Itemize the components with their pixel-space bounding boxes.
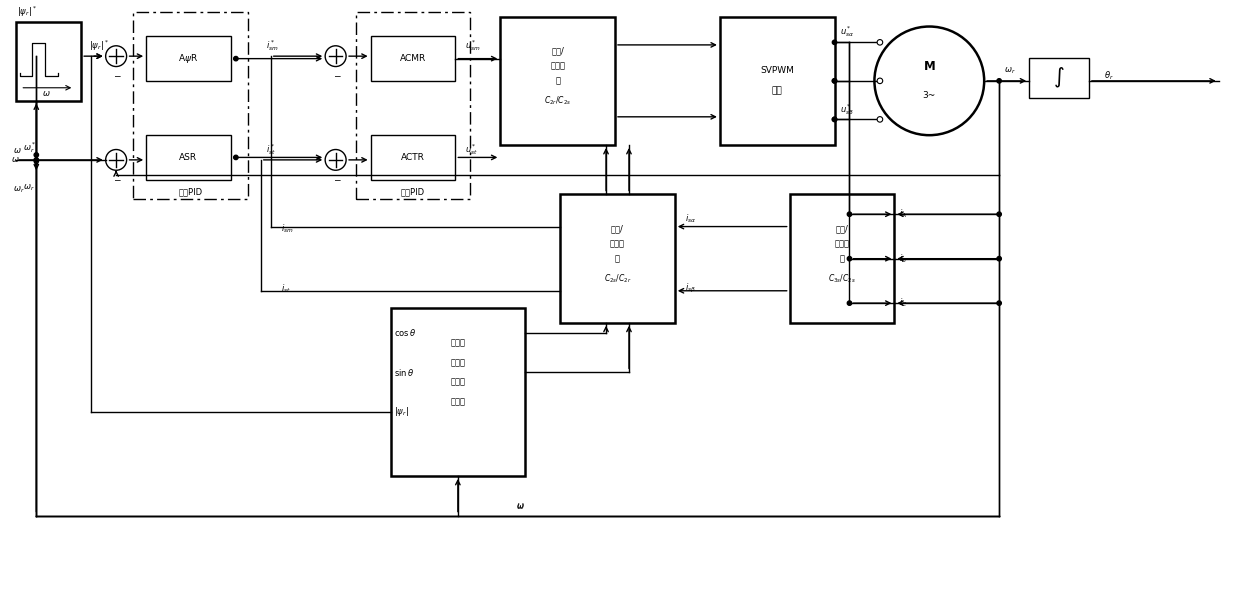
Circle shape xyxy=(832,79,837,83)
Text: 静止变: 静止变 xyxy=(551,61,565,70)
Text: ACMR: ACMR xyxy=(399,54,427,63)
Text: 换: 换 xyxy=(615,254,620,263)
Text: $|\psi_r|$: $|\psi_r|$ xyxy=(393,405,408,418)
Circle shape xyxy=(877,78,883,83)
Bar xyxy=(371,135,455,180)
Bar xyxy=(371,37,455,81)
Text: 子角速: 子角速 xyxy=(450,378,465,387)
Text: $i_{st}^*$: $i_{st}^*$ xyxy=(265,142,275,157)
Text: 旋转/: 旋转/ xyxy=(552,47,564,56)
Text: 旋转变: 旋转变 xyxy=(610,239,625,248)
Bar xyxy=(133,12,248,199)
Bar xyxy=(356,12,470,199)
Text: 二相变: 二相变 xyxy=(835,239,849,248)
Text: M: M xyxy=(924,60,935,73)
Text: $\sin\theta$: $\sin\theta$ xyxy=(393,367,414,378)
Text: $\omega$: $\omega$ xyxy=(42,89,51,98)
Circle shape xyxy=(997,79,1002,83)
Bar xyxy=(500,17,615,145)
Circle shape xyxy=(847,212,852,216)
Text: $-$: $-$ xyxy=(113,174,122,183)
Text: $u_{s\beta}^*$: $u_{s\beta}^*$ xyxy=(839,103,853,118)
Text: 3~: 3~ xyxy=(923,91,936,100)
Text: $-$: $-$ xyxy=(113,70,122,79)
Text: ASR: ASR xyxy=(180,153,197,162)
Text: $-$: $-$ xyxy=(332,70,341,79)
Text: $u_{s\alpha}^*$: $u_{s\alpha}^*$ xyxy=(839,24,853,39)
Text: $\cos\theta$: $\cos\theta$ xyxy=(393,327,415,338)
Bar xyxy=(16,22,81,100)
Text: $i_{s\beta}$: $i_{s\beta}$ xyxy=(684,282,696,295)
Text: $-$: $-$ xyxy=(332,174,341,183)
Circle shape xyxy=(832,40,837,44)
Circle shape xyxy=(877,40,883,45)
Text: $\omega$: $\omega$ xyxy=(516,502,525,511)
Circle shape xyxy=(233,155,238,160)
Text: $\omega$: $\omega$ xyxy=(11,155,20,164)
Text: 换: 换 xyxy=(556,76,560,85)
Text: 三相/: 三相/ xyxy=(836,225,848,233)
Text: $|\psi_r|^*$: $|\psi_r|^*$ xyxy=(17,4,37,19)
Text: $C_{2s}/C_{2r}$: $C_{2s}/C_{2r}$ xyxy=(604,272,631,285)
Bar xyxy=(146,135,231,180)
Bar xyxy=(560,194,675,323)
Circle shape xyxy=(105,46,126,67)
Circle shape xyxy=(35,153,38,157)
Circle shape xyxy=(847,301,852,306)
Text: A$\psi$R: A$\psi$R xyxy=(179,52,198,65)
Text: $i_{sm}$: $i_{sm}$ xyxy=(280,223,294,235)
Text: $\theta_r$: $\theta_r$ xyxy=(1104,70,1114,82)
Text: SVPWM: SVPWM xyxy=(760,66,794,76)
Circle shape xyxy=(105,150,126,170)
Text: $i_C$: $i_C$ xyxy=(899,297,908,309)
Circle shape xyxy=(997,256,1002,261)
Circle shape xyxy=(832,117,837,122)
Bar xyxy=(146,37,231,81)
Text: $\int$: $\int$ xyxy=(1053,66,1065,90)
Text: 链及定: 链及定 xyxy=(450,358,465,367)
Bar xyxy=(391,308,526,476)
Text: 度计算: 度计算 xyxy=(450,397,465,407)
Text: $C_{3s}/C_{2s}$: $C_{3s}/C_{2s}$ xyxy=(828,272,856,285)
Text: $i_A$: $i_A$ xyxy=(899,208,908,220)
Text: $i_{sm}^*$: $i_{sm}^*$ xyxy=(265,38,279,53)
Text: 控制: 控制 xyxy=(771,86,782,95)
Text: $\omega_r$: $\omega_r$ xyxy=(1004,66,1016,76)
Circle shape xyxy=(832,79,837,83)
Text: $i_{st}$: $i_{st}$ xyxy=(280,282,290,294)
Bar xyxy=(1029,58,1089,98)
Circle shape xyxy=(997,212,1002,216)
Text: $u_{st}^*$: $u_{st}^*$ xyxy=(465,142,479,157)
Text: 外环PID: 外环PID xyxy=(179,187,202,196)
Bar xyxy=(790,194,894,323)
Text: ACTR: ACTR xyxy=(401,153,425,162)
Text: $\omega$: $\omega$ xyxy=(14,145,22,154)
Circle shape xyxy=(832,117,837,122)
Text: $\omega_r$: $\omega_r$ xyxy=(14,184,25,195)
Text: $i_B$: $i_B$ xyxy=(899,252,908,265)
Circle shape xyxy=(35,158,38,162)
Text: $\omega$: $\omega$ xyxy=(516,501,525,510)
Circle shape xyxy=(847,256,852,261)
Text: $C_{2r}/C_{2s}$: $C_{2r}/C_{2s}$ xyxy=(544,95,572,107)
Circle shape xyxy=(233,57,238,61)
Bar xyxy=(719,17,835,145)
Text: 换: 换 xyxy=(839,254,844,263)
Text: $\omega_r$: $\omega_r$ xyxy=(24,182,35,193)
Text: $u_{sm}^*$: $u_{sm}^*$ xyxy=(465,38,481,53)
Text: $i_{s\alpha}$: $i_{s\alpha}$ xyxy=(684,213,696,225)
Text: $\omega_r^*$: $\omega_r^*$ xyxy=(24,140,37,155)
Circle shape xyxy=(325,46,346,67)
Text: 静止/: 静止/ xyxy=(611,225,624,233)
Text: 转子磁: 转子磁 xyxy=(450,338,465,347)
Circle shape xyxy=(997,301,1002,306)
Circle shape xyxy=(877,116,883,122)
Text: $|\psi_r|^*$: $|\psi_r|^*$ xyxy=(89,39,109,53)
Text: 内环PID: 内环PID xyxy=(401,187,425,196)
Circle shape xyxy=(325,150,346,170)
